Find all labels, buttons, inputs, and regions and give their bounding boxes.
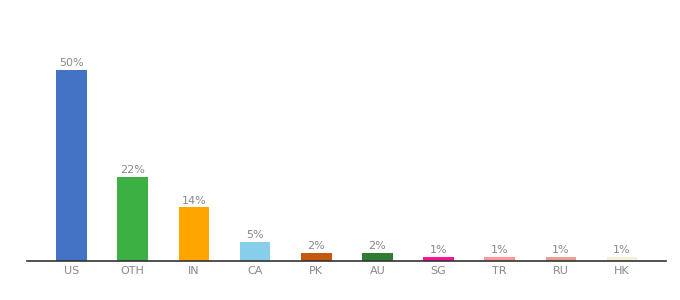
Text: 1%: 1% [613,245,631,255]
Bar [118,177,148,261]
Text: 1%: 1% [552,245,570,255]
Bar [484,257,515,261]
Text: 2%: 2% [307,242,325,251]
Bar [301,254,332,261]
Bar [240,242,271,261]
Text: 1%: 1% [491,245,509,255]
Bar [179,208,209,261]
Bar [607,257,637,261]
Text: 2%: 2% [369,242,386,251]
Bar [56,70,87,261]
Text: 50%: 50% [59,58,84,68]
Text: 1%: 1% [430,245,447,255]
Bar [362,254,392,261]
Text: 22%: 22% [120,165,145,175]
Bar [545,257,576,261]
Bar [423,257,454,261]
Text: 14%: 14% [182,196,206,206]
Text: 5%: 5% [246,230,264,240]
